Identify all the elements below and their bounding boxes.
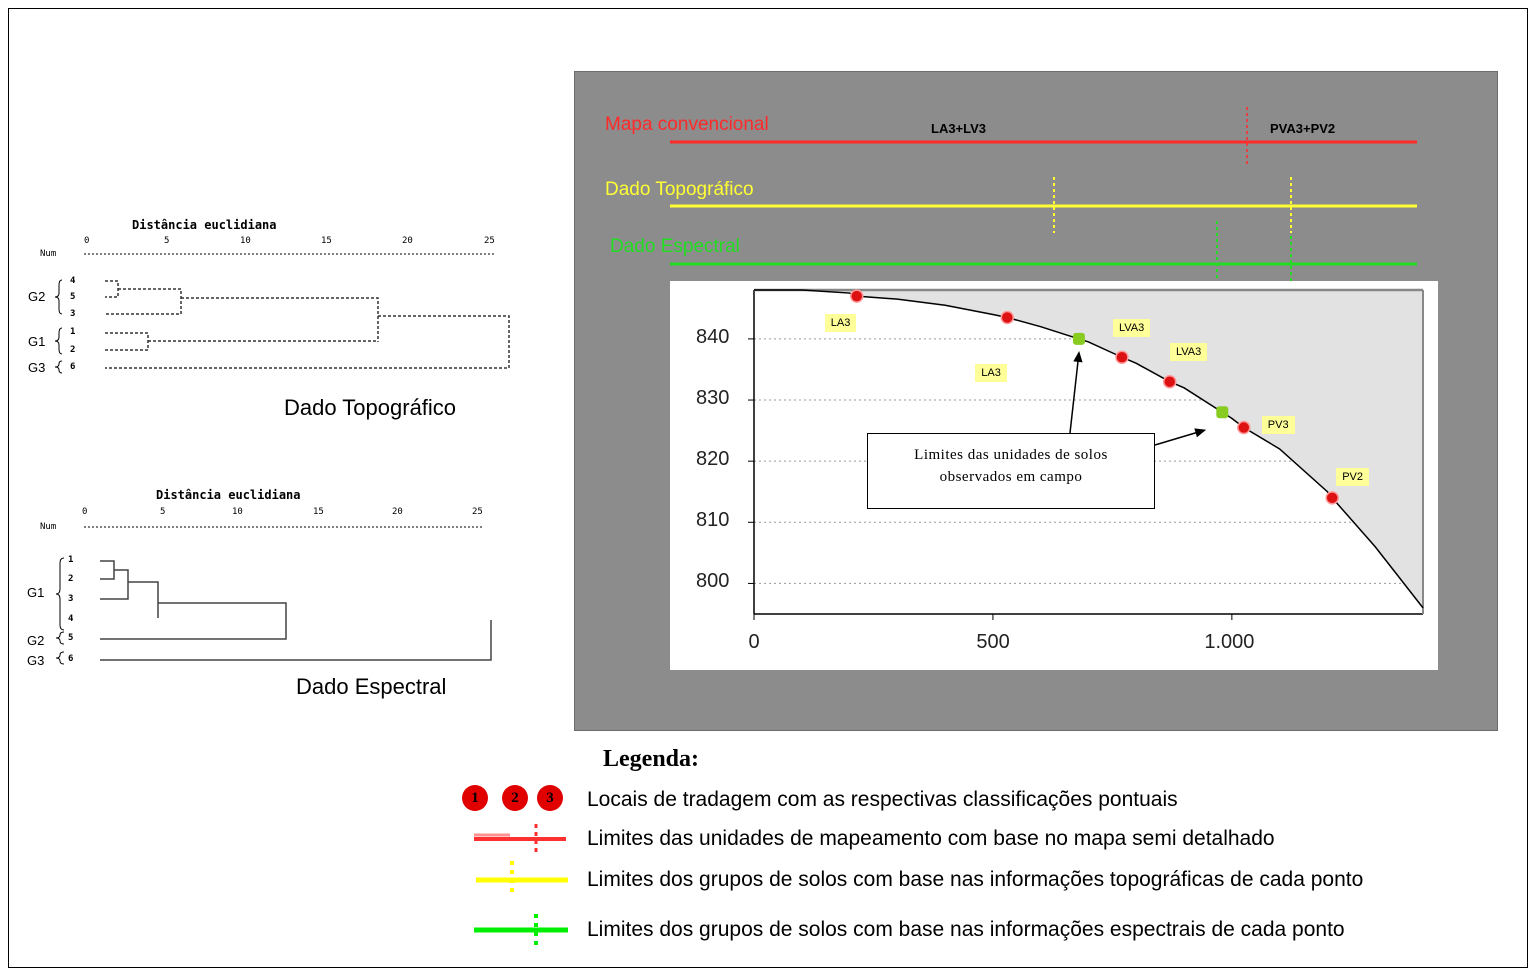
x-tick-label: 500 [976,631,1010,653]
area-fill [754,290,1423,608]
boundary-point [1216,406,1229,419]
dendro-spec-caption: Dado Espectral [296,674,447,699]
dendro-topo-leaf: 5 [70,292,76,302]
y-tick-label: 820 [696,448,730,471]
sample-point [1000,310,1015,325]
track-map-label: Mapa convencional [605,114,769,135]
yellow-boundary-icon [476,861,568,893]
dendro-spec-tick: 5 [160,507,166,517]
dendro-topo-leaf: 3 [70,309,76,319]
dendro-spec-leaf: 2 [68,574,74,584]
dendro-spec-group-label: G3 [27,653,45,668]
elevation-chart [748,288,1424,620]
y-tick-label: 810 [696,509,730,532]
dendro-topo-leaf: 6 [70,362,76,372]
dendro-spec-group-label: G2 [27,633,45,648]
track-spec-label: Dado Espectral [610,236,740,257]
dendro-topo-tick: 10 [240,236,251,246]
annotation-arrowhead [1194,428,1207,438]
sample-dot-icon: 3 [537,785,563,811]
legend-title: Legenda: [603,746,699,772]
dendro-topo-group-label: G2 [28,289,46,304]
dendro-topo-title: Distância euclidiana [132,218,277,232]
x-tick-label: 1.000 [1204,631,1255,653]
dendro-topo-tick: 5 [164,236,170,246]
dendro-spec-num-label: Num [40,522,57,532]
track-topo-label: Dado Topográfico [605,179,754,200]
green-boundary-icon [474,914,568,948]
track-lines [670,107,1417,281]
dendro-topo-leaf: 1 [70,327,76,337]
dendro-spec-tick: 10 [232,507,243,517]
dendro-topo-num-label: Num [40,249,57,259]
red-boundary-icon [474,824,566,854]
soil-class-label: PV3 [1261,415,1295,434]
dendro-spec-tick: 25 [472,507,483,517]
annotation-line: observados em campo [939,469,1083,485]
dendro-spec-leaf: 5 [68,633,74,643]
dendro-spec-group-label: G1 [27,585,45,600]
dendro-topo-group-label: G3 [28,360,46,375]
x-tick-label: 0 [748,631,760,653]
y-tick-label: 800 [696,570,730,593]
dendro-topo-tick: 25 [484,236,495,246]
annotation-line: Limites das unidades de solos [914,447,1108,463]
sample-point [1115,350,1129,364]
track-map-unit-left: LA3+LV3 [931,121,987,136]
annotation-arrow [1069,352,1080,434]
dendro-spec-leaf: 4 [68,614,74,624]
dendro-topo-tick: 15 [321,236,332,246]
dendro-topo-tick: 20 [402,236,413,246]
dendro-topo-tick: 0 [84,236,90,246]
legend-item-topo-boundary: Limites dos grupos de solos com base nas… [587,868,1364,891]
soil-class-label: PV2 [1336,467,1369,486]
sample-point [1325,491,1339,505]
sample-dot-icon: 2 [502,785,528,811]
soil-class-label: LVA3 [1112,318,1151,337]
dendro-topo-leaf: 4 [70,276,76,286]
soil-class-label: LA3 [824,314,857,333]
dendro-topo-group-label: G1 [28,334,46,349]
dendro-spec-tick: 0 [82,507,88,517]
dendro-spec-leaf: 1 [68,555,74,565]
dendro-spec-title: Distância euclidiana [156,488,301,502]
annotation-arrowhead [1073,350,1083,363]
dendro-spec-leaf: 3 [68,594,74,604]
dendro-topo-caption: Dado Topográfico [284,395,457,420]
figure-frame [8,8,1528,968]
legend-item-sample-points: Locais de tradagem com as respectivas cl… [587,788,1178,811]
sample-point [849,289,864,303]
dendro-spec-leaf: 6 [68,654,74,664]
legend-item-map-boundary: Limites das unidades de mapeamento com b… [587,827,1275,850]
y-tick-label: 830 [696,387,730,410]
dendro-topo-lines [54,253,510,374]
legend-item-spectral-boundary: Limites dos grupos de solos com base nas… [587,918,1345,941]
dendro-spec-lines [55,526,492,665]
soil-class-label: LVA3 [1169,343,1208,362]
sample-point [1162,374,1177,389]
boundary-point [1072,332,1085,345]
sample-point [1237,420,1251,435]
y-tick-label: 840 [696,325,730,348]
dendro-topo-leaf: 2 [70,345,76,355]
dendro-spec-tick: 15 [313,507,324,517]
dendro-spec-tick: 20 [392,507,403,517]
annotation-box: Limites das unidades de solos observados… [867,433,1155,509]
track-map-unit-right: PVA3+PV2 [1270,121,1336,136]
sample-dot-icon: 1 [462,785,488,811]
soil-class-label: LA3 [975,363,1007,382]
